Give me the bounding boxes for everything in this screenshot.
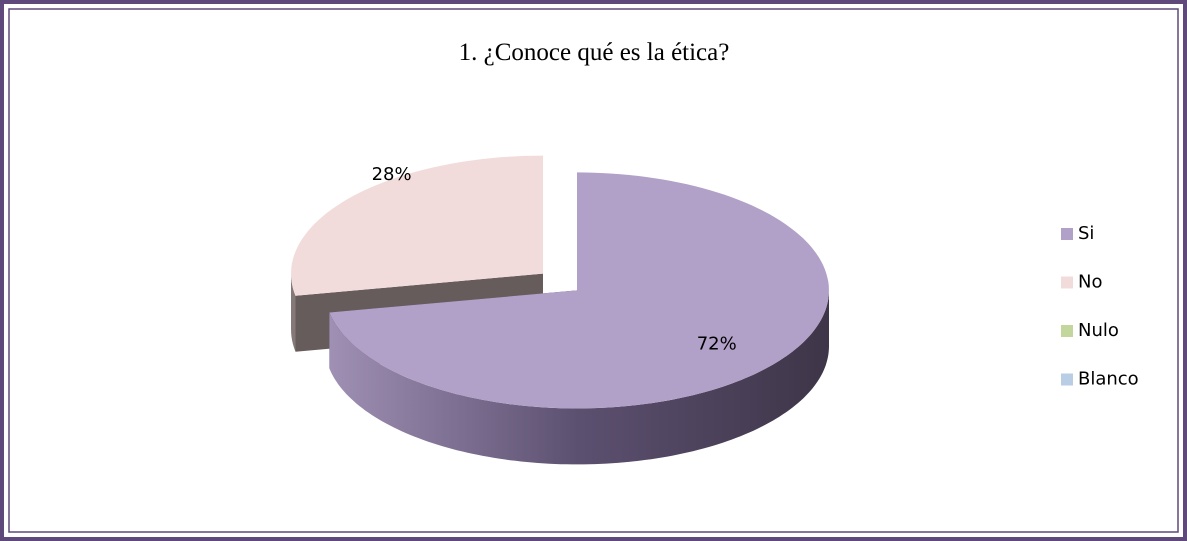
slice-top — [329, 172, 829, 409]
slice — [329, 172, 829, 465]
legend: Si No Nulo Blanco — [1061, 223, 1139, 390]
legend-swatch — [1061, 373, 1073, 386]
legend-label: No — [1078, 272, 1102, 293]
slice-side — [291, 273, 296, 352]
chart-title: 1. ¿Conoce qué es la ética? — [459, 39, 730, 66]
data-label: 28% — [372, 164, 412, 185]
data-label: 72% — [697, 334, 737, 355]
legend-swatch — [1061, 325, 1073, 337]
legend-label: Nulo — [1078, 320, 1119, 341]
slice-side — [329, 290, 829, 465]
frame-inner — [8, 8, 1179, 533]
legend-swatch — [1061, 228, 1073, 240]
pie: 28% 72% — [291, 155, 829, 465]
legend-label: Si — [1078, 223, 1094, 244]
legend-swatch — [1061, 276, 1073, 289]
legend-label: Blanco — [1078, 369, 1139, 390]
slice-top — [291, 155, 543, 296]
